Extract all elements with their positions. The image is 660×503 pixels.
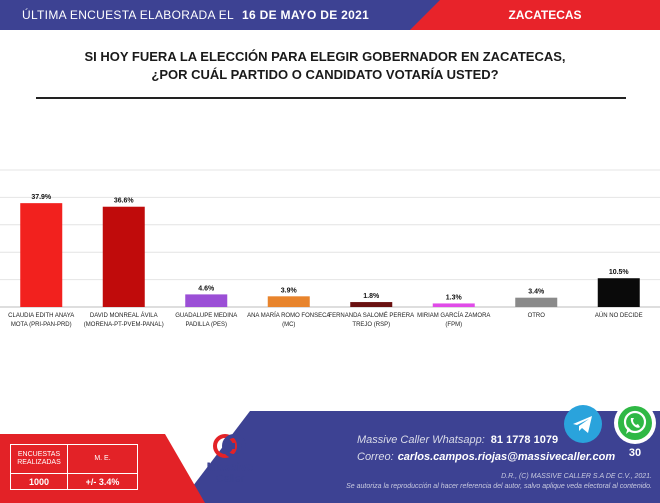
reproduction-notice: Se autoriza la reproducción al hacer ref… bbox=[346, 483, 652, 490]
copyright: D.R., (C) MASSIVE CALLER S.A DE C.V., 20… bbox=[501, 473, 652, 480]
stats-panel-slant bbox=[165, 434, 205, 503]
header-date: 16 DE MAYO DE 2021 bbox=[242, 8, 370, 22]
header-divider bbox=[410, 0, 440, 30]
category-label: MOTA (PRI-PAN-PRD) bbox=[11, 322, 72, 328]
bar bbox=[350, 302, 393, 307]
telegram-icon[interactable] bbox=[564, 405, 602, 443]
whatsapp-contact: Massive Caller Whatsapp: 81 1778 1079 bbox=[357, 434, 558, 446]
category-label: FERNANDA SALOMÉ PERERA bbox=[328, 312, 414, 319]
category-label: GUADALUPE MEDINA bbox=[175, 313, 237, 319]
data-label: 37.9% bbox=[31, 194, 52, 201]
bar bbox=[185, 294, 228, 307]
data-label: 1.3% bbox=[446, 294, 463, 301]
category-label: CLAUDIA EDITH ANAYA bbox=[8, 313, 74, 319]
brand-sub: Caller bbox=[215, 473, 245, 485]
data-label: 3.4% bbox=[528, 289, 545, 296]
whatsapp-number: 81 1778 1079 bbox=[490, 434, 559, 446]
header-label: ÚLTIMA ENCUESTA ELABORADA EL bbox=[22, 8, 235, 22]
data-label: 36.6% bbox=[114, 198, 135, 205]
surveys-label: ENCUESTAS REALIZADAS bbox=[17, 451, 61, 466]
header-bar bbox=[0, 0, 430, 30]
category-label: DAVID MONREAL ÁVILA bbox=[90, 312, 158, 319]
margin-error-label: M. E. bbox=[94, 455, 111, 462]
stats-box: ENCUESTAS REALIZADAS M. E. 1000 +/- 3.4% bbox=[10, 444, 138, 490]
category-label: AÚN NO DECIDE bbox=[595, 312, 643, 319]
category-label: OTRO bbox=[528, 313, 546, 319]
bar-chart: 37.9% CLAUDIA EDITH ANAYA MOTA (PRI-PAN-PR… bbox=[0, 169, 660, 328]
category-label: ANA MARÍA ROMO FONSECA bbox=[247, 312, 330, 319]
header-state: ZACATECAS bbox=[508, 8, 582, 22]
data-label: 3.9% bbox=[281, 287, 298, 294]
bar bbox=[102, 206, 145, 307]
massive-caller-logo-icon bbox=[213, 434, 246, 458]
bar bbox=[267, 296, 310, 307]
category-label: TREJO (RSP) bbox=[352, 322, 390, 328]
question-line-2: ¿POR CUÁL PARTIDO O CANDIDATO VOTARÍA US… bbox=[151, 67, 499, 82]
data-label: 1.8% bbox=[363, 293, 380, 300]
surveys-value: 1000 bbox=[11, 473, 67, 490]
question-line-1: SI HOY FUERA LA ELECCIÓN PARA ELEGIR GOB… bbox=[84, 49, 566, 64]
bar bbox=[432, 303, 475, 307]
category-label: (FPM) bbox=[445, 322, 462, 328]
margin-error-value: +/- 3.4% bbox=[68, 473, 137, 490]
category-label: MIRIAM GARCÍA ZAMORA bbox=[417, 312, 490, 319]
header-title: ÚLTIMA ENCUESTA ELABORADA EL 16 DE MAYO D… bbox=[22, 8, 369, 22]
page-number: 30 bbox=[628, 447, 642, 459]
email-label: Correo: bbox=[357, 451, 394, 463]
data-label: 10.5% bbox=[609, 269, 630, 276]
brand-name: Massive bbox=[206, 460, 254, 474]
whatsapp-label: Massive Caller Whatsapp: bbox=[357, 434, 485, 446]
data-label: 4.6% bbox=[198, 285, 215, 292]
whatsapp-icon[interactable] bbox=[614, 402, 656, 444]
category-label: (MC) bbox=[282, 322, 295, 328]
bar bbox=[597, 278, 640, 307]
email-contact: Correo: carlos.campos.riojas@massivecalle… bbox=[357, 451, 615, 463]
category-label: (MORENA-PT-PVEM-PANAL) bbox=[84, 322, 164, 328]
question: SI HOY FUERA LA ELECCIÓN PARA ELEGIR GOB… bbox=[60, 48, 590, 84]
bar bbox=[515, 297, 558, 307]
category-label: PADILLA (PES) bbox=[185, 322, 227, 328]
title-divider bbox=[36, 97, 626, 99]
bar bbox=[20, 203, 63, 307]
header-state-bar bbox=[410, 0, 660, 30]
email-address[interactable]: carlos.campos.riojas@massivecaller.com bbox=[397, 451, 616, 463]
stats-divider bbox=[67, 445, 68, 489]
